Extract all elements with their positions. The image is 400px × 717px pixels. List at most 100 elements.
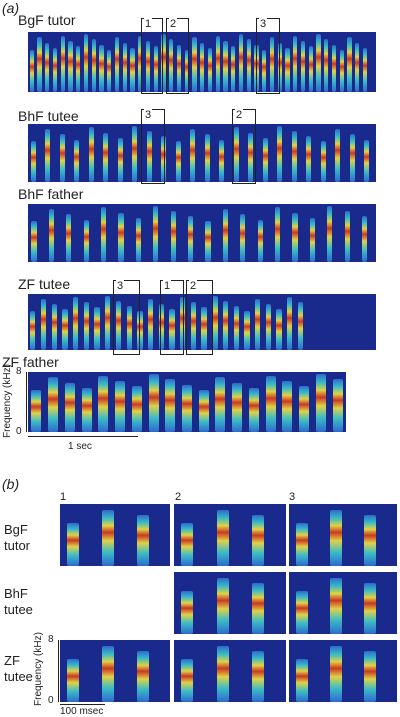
spectrogram-syllable bbox=[205, 221, 211, 262]
spectrogram-syllable bbox=[330, 577, 342, 634]
spectrogram-syllable bbox=[103, 132, 109, 182]
spectrogram-syllable bbox=[188, 216, 194, 262]
spectrogram-syllable bbox=[64, 382, 75, 432]
y-tick-0: 0 bbox=[48, 695, 54, 706]
spectrogram-syllable bbox=[282, 381, 293, 432]
y-tick-0: 0 bbox=[16, 426, 22, 437]
spectrogram-syllable bbox=[339, 50, 344, 92]
spectrogram-syllable bbox=[327, 205, 333, 262]
spectrogram-syllable bbox=[30, 310, 36, 350]
spectrogram-syllable bbox=[184, 50, 189, 92]
y-axis-line bbox=[26, 372, 27, 432]
spectrogram-syllable bbox=[254, 44, 259, 92]
spectrogram-syllable bbox=[306, 136, 312, 182]
spectrogram-syllable bbox=[169, 309, 175, 350]
spectrogram-syllable bbox=[145, 41, 151, 92]
spectrogram-syllable bbox=[40, 299, 47, 350]
spectrogram-syllable bbox=[364, 139, 370, 182]
spectrogram-syllable bbox=[248, 388, 259, 432]
spectrogram-syllable bbox=[83, 33, 89, 92]
spectrogram-syllable bbox=[232, 382, 243, 432]
spectrogram-syllable bbox=[364, 583, 377, 634]
spectrogram-syllable bbox=[300, 41, 306, 92]
scale-bar-label: 1 sec bbox=[68, 441, 92, 452]
spectrogram-syllable bbox=[118, 212, 124, 262]
spectrogram-syllable bbox=[30, 141, 36, 182]
y-axis-label: Frequency (kHz) bbox=[33, 632, 44, 706]
spectrogram-syllable bbox=[364, 515, 377, 566]
spectrogram-syllable bbox=[74, 139, 80, 182]
spectrogram-syllable bbox=[153, 205, 159, 262]
spectrogram-syllable bbox=[181, 522, 194, 566]
column-number-2: 2 bbox=[175, 491, 182, 503]
spectrogram-syllable bbox=[48, 377, 59, 432]
spectrogram-syllable bbox=[332, 379, 343, 432]
spectrogram-syllable bbox=[265, 375, 276, 432]
spectrogram-syllable bbox=[115, 381, 126, 432]
spectrogram-syllable bbox=[192, 37, 197, 92]
spectrogram-syllable bbox=[244, 310, 250, 350]
spectrogram-syllable bbox=[355, 42, 360, 92]
row-label-bhf-tutee: BhF tutee bbox=[18, 108, 79, 124]
spectrogram-syllable bbox=[59, 134, 65, 182]
spectrogram-syllable bbox=[231, 46, 236, 92]
spectrogram-syllable bbox=[330, 509, 342, 566]
spectrogram-syllable bbox=[170, 210, 176, 262]
spectrogram-syllable bbox=[45, 42, 50, 92]
spectrogram-syllable bbox=[295, 658, 308, 702]
spectrogram-zf-tutee-syllable-1 bbox=[60, 640, 170, 702]
spectrogram-syllable bbox=[269, 37, 275, 92]
spectrogram-syllable bbox=[138, 35, 143, 92]
row-label-bhf-father: BhF father bbox=[18, 186, 84, 202]
spectrogram-syllable bbox=[135, 217, 142, 262]
spectrogram-syllable bbox=[276, 309, 282, 350]
spectrogram-syllable bbox=[68, 41, 73, 92]
spectrogram-syllable bbox=[45, 129, 51, 182]
spectrogram-syllable bbox=[76, 46, 81, 92]
spectrogram-zf-tutee bbox=[28, 294, 376, 350]
column-number-1: 1 bbox=[60, 491, 67, 503]
spectrogram-syllable bbox=[101, 509, 114, 566]
spectrogram-syllable bbox=[83, 302, 90, 350]
spectrogram-syllable bbox=[130, 48, 135, 92]
spectrogram-syllable bbox=[181, 590, 194, 634]
spectrogram-syllable bbox=[215, 35, 220, 92]
spectrogram-syllable bbox=[362, 48, 368, 92]
spectrogram-syllable bbox=[137, 310, 143, 350]
spectrogram-syllable bbox=[262, 137, 268, 182]
spectrogram-bhf-tutee bbox=[28, 124, 376, 182]
spectrogram-syllable bbox=[252, 515, 265, 566]
spectrogram-syllable bbox=[161, 33, 166, 92]
spectrogram-syllable bbox=[131, 386, 142, 432]
spectrogram-syllable bbox=[48, 209, 55, 262]
spectrogram-syllable bbox=[115, 300, 122, 350]
spectrogram-syllable bbox=[148, 373, 159, 432]
spectrogram-syllable bbox=[308, 46, 313, 92]
spectrogram-syllable bbox=[91, 39, 96, 92]
spectrogram-zf-father bbox=[28, 372, 346, 432]
spectrogram-syllable bbox=[181, 658, 194, 702]
spectrogram-syllable bbox=[201, 307, 207, 350]
spectrogram-syllable bbox=[51, 304, 57, 350]
spectrogram-syllable bbox=[297, 302, 304, 350]
spectrogram-syllable bbox=[246, 39, 251, 92]
spectrogram-syllable bbox=[233, 127, 239, 182]
spectrogram-syllable bbox=[81, 388, 92, 432]
spectrogram-syllable bbox=[126, 305, 132, 350]
spectrogram-syllable bbox=[83, 219, 89, 262]
spectrogram-syllable bbox=[52, 48, 58, 92]
spectrogram-syllable bbox=[320, 141, 326, 182]
spectrogram-syllable bbox=[37, 37, 42, 92]
spectrogram-syllable bbox=[240, 214, 246, 262]
spectrogram-syllable bbox=[146, 130, 152, 182]
spectrogram-syllable bbox=[252, 651, 265, 702]
spectrogram-syllable bbox=[72, 297, 79, 350]
spectrogram-syllable bbox=[330, 645, 342, 702]
spectrogram-syllable bbox=[295, 522, 308, 566]
spectrogram-syllable bbox=[175, 141, 181, 182]
spectrogram-syllable bbox=[88, 127, 94, 182]
spectrogram-syllable bbox=[101, 207, 107, 262]
spectrogram-syllable bbox=[219, 139, 225, 182]
spectrogram-syllable bbox=[165, 379, 176, 432]
spectrogram-syllable bbox=[114, 37, 120, 92]
